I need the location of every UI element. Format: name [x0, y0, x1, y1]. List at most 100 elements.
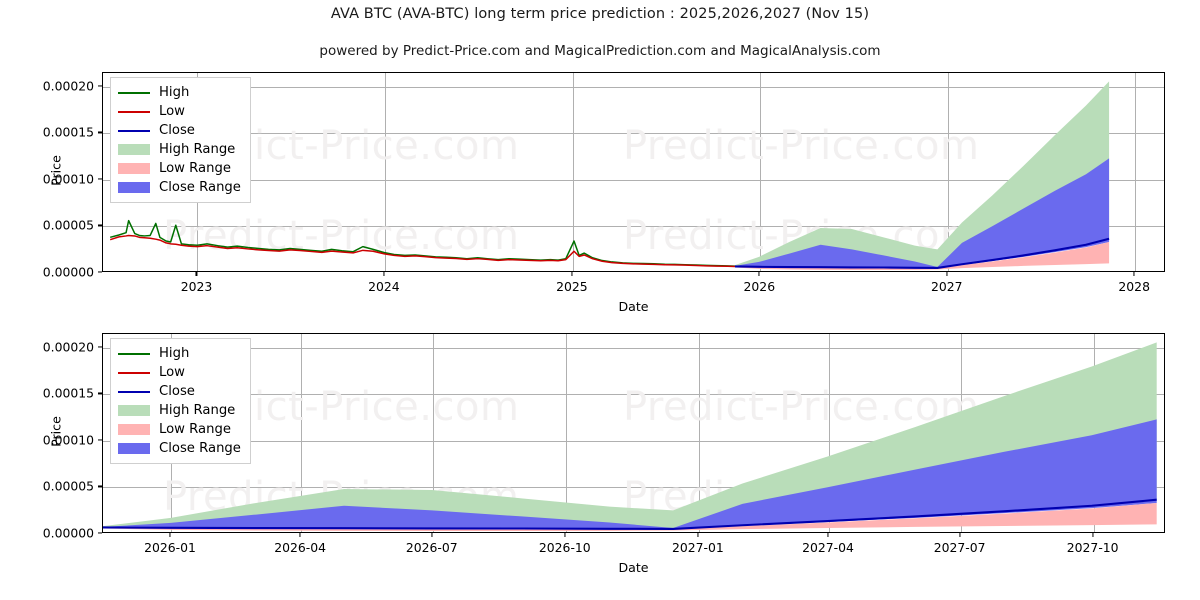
y-axis-tick-label: 0.00005 — [42, 217, 94, 233]
x-axis-tick-mark — [383, 272, 385, 276]
legend-line-swatch-icon — [118, 371, 150, 374]
legend-item-label: High — [159, 346, 190, 361]
gridline-vertical — [760, 73, 762, 271]
gridline-vertical — [301, 334, 303, 532]
series-line-close — [734, 237, 1110, 270]
gridline-horizontal — [103, 394, 1164, 396]
chart-legend[interactable]: High Low Close High Range Low Range Close Ran… — [110, 338, 251, 464]
legend-item-high-range[interactable]: High Range — [118, 140, 241, 159]
legend-item-low-range[interactable]: Low Range — [118, 159, 241, 178]
x-axis-tick-mark — [697, 533, 699, 537]
legend-item-high-range[interactable]: High Range — [118, 401, 241, 420]
gridline-horizontal — [103, 86, 1164, 88]
x-axis-tick-label: 2026-07 — [405, 540, 458, 555]
y-axis-tick-mark — [98, 392, 102, 394]
band-close-range — [734, 158, 1110, 270]
band-low-range — [734, 241, 1110, 271]
gridline-vertical — [947, 73, 949, 271]
legend-line-swatch-icon — [118, 129, 150, 132]
legend-item-label: High Range — [159, 142, 236, 157]
y-axis-tick-label: 0.00010 — [42, 171, 94, 187]
page-title: AVA BTC (AVA-BTC) long term price predic… — [330, 6, 870, 22]
x-axis-tick-label: 2026-10 — [538, 540, 591, 555]
y-axis-tick-mark — [98, 346, 102, 348]
legend-item-label: Close Range — [159, 441, 241, 456]
y-axis-tick-mark — [98, 131, 102, 133]
legend-area-swatch-icon — [118, 443, 150, 454]
legend-item-low-range[interactable]: Low Range — [118, 420, 241, 439]
gridline-horizontal — [103, 179, 1164, 181]
legend-item-low[interactable]: Low — [118, 102, 241, 121]
x-axis-tick-label: 2028 — [1118, 279, 1150, 294]
legend-item-label: Close Range — [159, 180, 241, 195]
legend-item-low[interactable]: Low — [118, 363, 241, 382]
x-axis-tick-label: 2026-01 — [144, 540, 196, 555]
legend-item-high[interactable]: High — [118, 344, 241, 363]
legend-item-close[interactable]: Close — [118, 121, 241, 140]
gridline-vertical — [572, 73, 574, 271]
legend-item-label: Low — [159, 365, 185, 380]
top-plot-frame: Predict-Price.com Predict-Price.com Predic… — [102, 72, 1165, 272]
legend-item-label: Low Range — [159, 161, 231, 176]
legend-item-label: Close — [159, 384, 195, 399]
y-axis-label: Price — [48, 155, 64, 186]
y-axis-tick-label: 0.00005 — [42, 478, 94, 494]
band-low-range — [103, 502, 1157, 532]
x-axis-tick-mark — [299, 533, 301, 537]
x-axis-tick-mark — [959, 533, 961, 537]
top-chart-panel: Predict-Price.com Predict-Price.com Predic… — [102, 72, 1165, 272]
y-axis-tick-mark — [98, 224, 102, 227]
x-axis-tick-label: 2027-10 — [1066, 540, 1119, 555]
x-axis-tick-mark — [827, 533, 829, 537]
y-axis-tick-mark — [98, 532, 102, 534]
legend-item-close-range[interactable]: Close Range — [118, 439, 241, 458]
gridline-vertical — [565, 334, 567, 532]
y-axis-tick-label: 0.00000 — [42, 264, 94, 280]
series-line-high — [109, 219, 735, 267]
gridline-vertical — [1135, 73, 1137, 271]
legend-area-swatch-icon — [118, 405, 150, 416]
legend-area-swatch-icon — [118, 182, 150, 193]
x-axis-tick-label: 2023 — [180, 279, 213, 294]
x-axis-tick-mark — [1133, 272, 1135, 276]
x-axis-tick-label: 2027-01 — [671, 540, 724, 555]
x-axis-label: Date — [618, 299, 649, 314]
legend-line-swatch-icon — [118, 110, 150, 113]
gridline-vertical — [432, 334, 434, 532]
y-axis-tick-label: 0.00015 — [42, 385, 94, 401]
y-axis-tick-label: 0.00010 — [42, 432, 94, 448]
band-close-range — [103, 419, 1157, 531]
x-axis-tick-label: 2024 — [368, 279, 400, 294]
legend-item-close-range[interactable]: Close Range — [118, 178, 241, 197]
y-axis-tick-mark — [98, 271, 102, 273]
legend-area-swatch-icon — [118, 163, 150, 174]
x-axis-tick-mark — [431, 533, 433, 537]
gridline-horizontal — [103, 487, 1164, 489]
page-subtitle: powered by Predict-Price.com and Magical… — [319, 43, 881, 59]
legend-item-label: High — [159, 85, 190, 100]
legend-item-label: Low — [159, 104, 185, 119]
x-axis-tick-mark — [169, 533, 171, 537]
gridline-horizontal — [103, 133, 1164, 135]
y-axis-tick-label: 0.00020 — [42, 339, 94, 355]
top-series-svg — [109, 81, 1110, 271]
y-axis-tick-mark — [98, 485, 102, 488]
chart-legend[interactable]: High Low Close High Range Low Range Close Ran… — [110, 77, 251, 203]
legend-line-swatch-icon — [118, 390, 150, 393]
legend-item-high[interactable]: High — [118, 83, 241, 102]
x-axis-tick-mark — [571, 272, 573, 276]
legend-item-label: High Range — [159, 403, 236, 418]
x-axis-tick-label: 2026 — [743, 279, 776, 294]
legend-item-close[interactable]: Close — [118, 382, 241, 401]
legend-line-swatch-icon — [118, 352, 150, 355]
x-axis-tick-label: 2026-04 — [274, 540, 327, 555]
y-axis-tick-mark — [98, 85, 102, 87]
gridline-vertical — [384, 73, 386, 271]
y-axis-tick-label: 0.00020 — [42, 78, 94, 94]
series-line-low — [109, 234, 735, 268]
bottom-plot-frame: Predict-Price.comPredict-Price.comPredic… — [102, 333, 1165, 533]
x-axis-tick-mark — [195, 272, 198, 276]
legend-line-swatch-icon — [118, 91, 150, 94]
legend-item-label: Close — [159, 123, 195, 138]
